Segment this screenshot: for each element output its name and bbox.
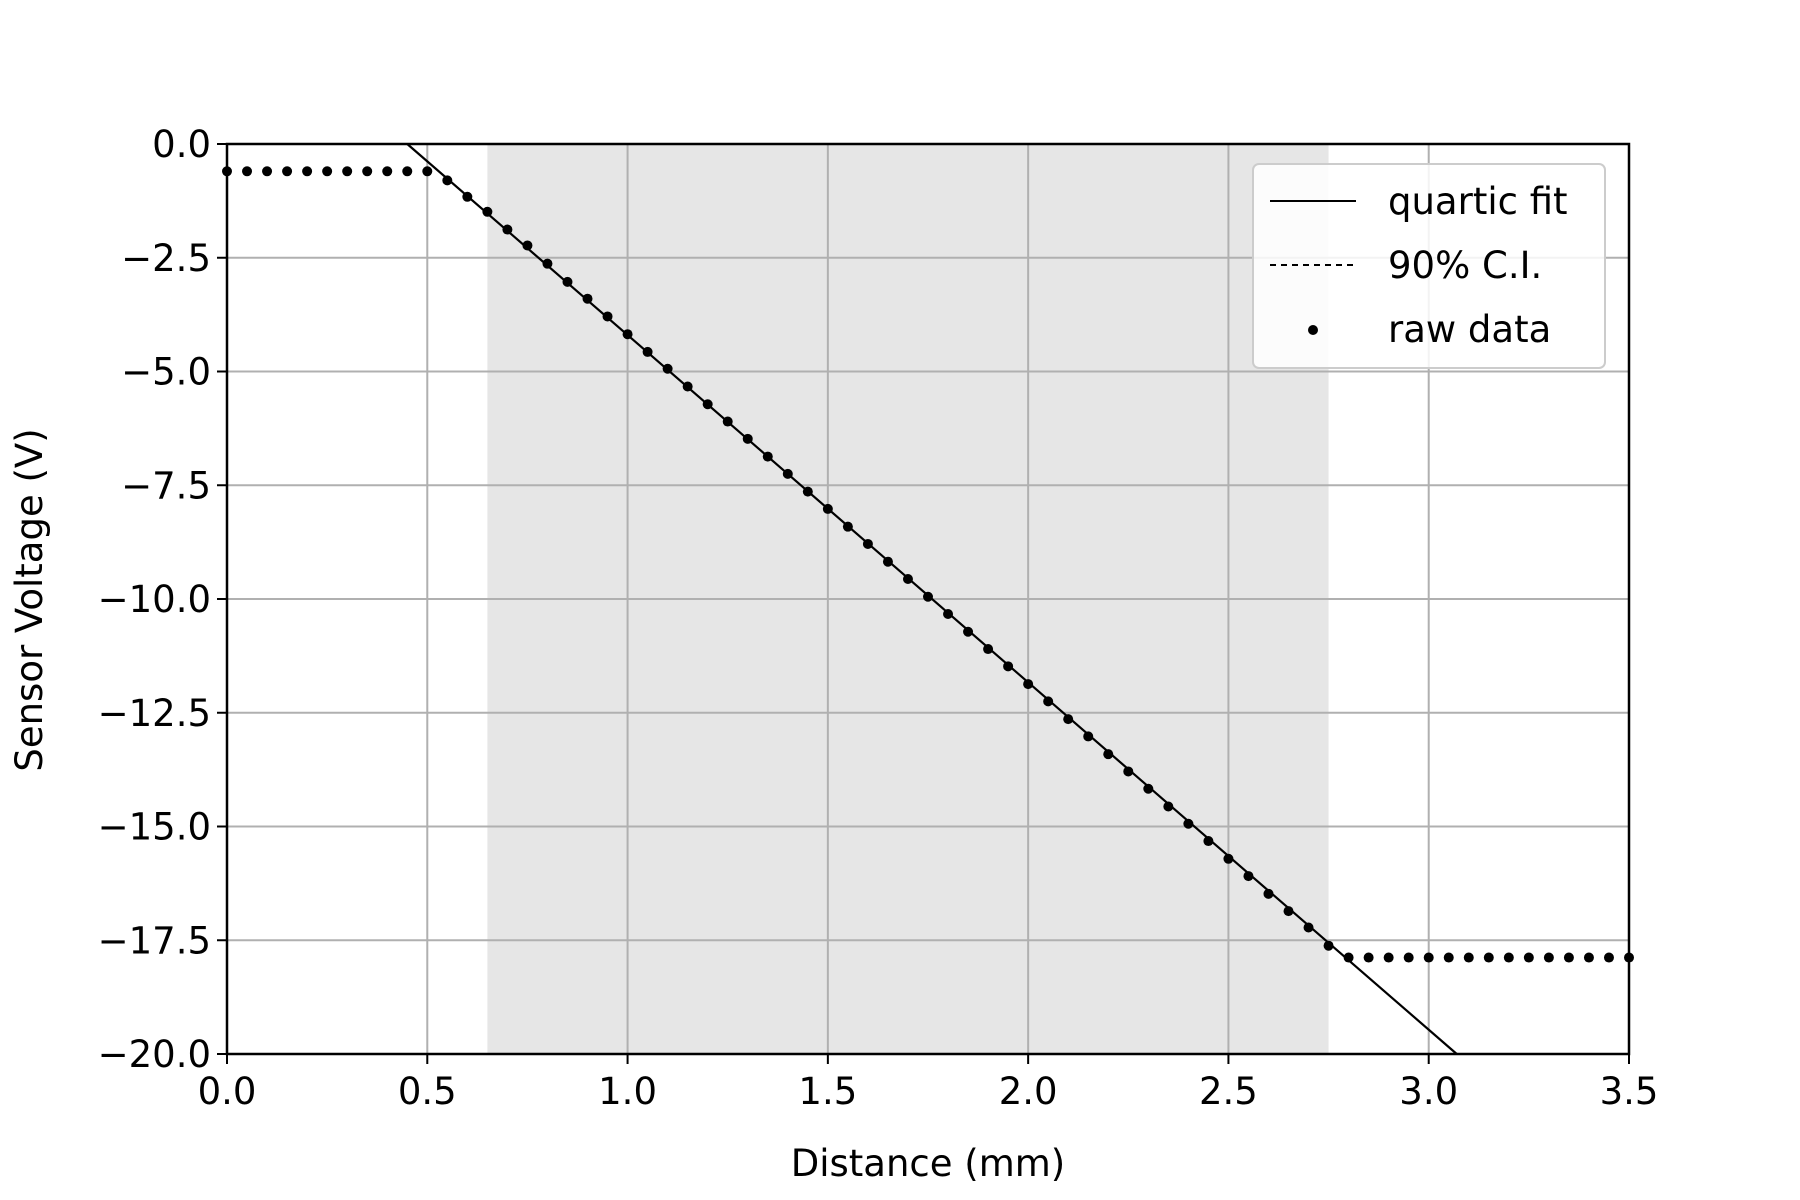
- raw-data-point: [1363, 952, 1374, 963]
- legend-quartic-fit-label: quartic fit: [1388, 180, 1568, 223]
- raw-data-point: [1103, 749, 1114, 760]
- raw-data-point: [322, 166, 333, 177]
- raw-data-point: [582, 293, 593, 304]
- raw-data-point: [602, 311, 613, 322]
- raw-data-point: [502, 224, 513, 235]
- raw-data-point: [1283, 906, 1294, 917]
- raw-data-point: [462, 191, 473, 202]
- raw-data-point: [722, 416, 733, 427]
- raw-data-point: [1303, 922, 1314, 933]
- x-tick-label: 1.0: [598, 1070, 657, 1113]
- raw-data-point: [943, 609, 954, 620]
- raw-data-point: [262, 166, 273, 177]
- raw-data-point: [882, 556, 893, 567]
- y-tick-label: −5.0: [121, 351, 211, 394]
- legend: quartic fit 90% C.I. raw data: [1252, 163, 1606, 369]
- raw-data-point: [1023, 679, 1034, 690]
- raw-data-point: [242, 166, 253, 177]
- x-tick-label: 1.5: [798, 1070, 857, 1113]
- x-tick-label: 0.5: [398, 1070, 457, 1113]
- y-tick-label: −10.0: [98, 578, 211, 621]
- x-tick-label: 3.0: [1399, 1070, 1458, 1113]
- x-tick-label: 0.0: [198, 1070, 257, 1113]
- raw-data-point: [1223, 853, 1234, 864]
- raw-data-point: [762, 451, 773, 462]
- raw-data-point: [842, 521, 853, 532]
- raw-data-point: [382, 166, 393, 177]
- raw-data-point: [522, 240, 533, 251]
- raw-data-point: [1443, 952, 1454, 963]
- legend-box: [1252, 163, 1606, 369]
- raw-data-point: [662, 363, 673, 374]
- raw-data-point: [963, 626, 974, 637]
- raw-data-point: [442, 175, 453, 186]
- y-tick-label: −2.5: [121, 237, 211, 280]
- raw-data-point: [1403, 952, 1414, 963]
- raw-data-point: [1583, 952, 1594, 963]
- raw-data-point: [902, 573, 913, 584]
- legend-ci-label: 90% C.I.: [1388, 244, 1542, 287]
- raw-data-point: [702, 399, 713, 410]
- raw-data-point: [1043, 696, 1054, 707]
- raw-data-point: [542, 258, 553, 269]
- raw-data-point: [342, 166, 353, 177]
- raw-data-point: [1543, 952, 1554, 963]
- raw-data-point: [1183, 818, 1194, 829]
- raw-data-point: [302, 166, 313, 177]
- raw-data-point: [1243, 871, 1254, 882]
- raw-data-point: [782, 468, 793, 479]
- legend-raw-data-label: raw data: [1388, 308, 1551, 351]
- raw-data-point: [1423, 952, 1434, 963]
- raw-data-point: [1343, 952, 1354, 963]
- raw-data-point: [1603, 952, 1614, 963]
- y-tick-label: −7.5: [121, 464, 211, 507]
- raw-data-point: [1263, 888, 1274, 899]
- raw-data-point: [682, 381, 693, 392]
- raw-data-point: [282, 166, 293, 177]
- raw-data-point: [923, 591, 933, 602]
- raw-data-point: [1523, 952, 1534, 963]
- y-axis-label: Sensor Voltage (V): [8, 428, 51, 771]
- raw-data-point: [1203, 836, 1214, 847]
- raw-data-point: [1563, 952, 1574, 963]
- y-tick-label: −15.0: [98, 806, 211, 849]
- raw-data-point: [402, 166, 413, 177]
- raw-data-point: [1083, 731, 1094, 742]
- raw-data-point: [1463, 952, 1474, 963]
- x-tick-label: 3.5: [1600, 1070, 1659, 1113]
- raw-data-point: [1503, 952, 1514, 963]
- x-tick-label: 2.5: [1199, 1070, 1258, 1113]
- y-tick-label: −17.5: [98, 919, 211, 962]
- raw-data-point: [983, 644, 994, 655]
- raw-data-point: [1003, 661, 1014, 672]
- y-tick-label: 0.0: [152, 123, 211, 166]
- raw-data-point: [862, 538, 873, 549]
- y-tick-label: −12.5: [98, 692, 211, 735]
- raw-data-point: [562, 276, 573, 287]
- y-tick-label: −20.0: [98, 1033, 211, 1076]
- raw-data-point: [742, 433, 753, 444]
- raw-data-point: [1123, 766, 1134, 777]
- raw-data-point: [362, 166, 373, 177]
- raw-data-point: [622, 329, 633, 340]
- raw-data-point: [422, 166, 433, 177]
- raw-data-point: [1063, 714, 1074, 725]
- raw-data-point: [642, 346, 653, 357]
- raw-data-point: [802, 486, 813, 497]
- x-tick-label: 2.0: [999, 1070, 1058, 1113]
- x-axis-label: Distance (mm): [791, 1142, 1066, 1185]
- raw-data-point: [1163, 801, 1174, 812]
- legend-raw-data-marker: [1308, 325, 1318, 335]
- raw-data-point: [1483, 952, 1494, 963]
- raw-data-point: [482, 206, 493, 217]
- raw-data-point: [1383, 952, 1394, 963]
- raw-data-point: [822, 503, 833, 514]
- raw-data-point: [1323, 940, 1334, 951]
- raw-data-point: [1143, 783, 1154, 794]
